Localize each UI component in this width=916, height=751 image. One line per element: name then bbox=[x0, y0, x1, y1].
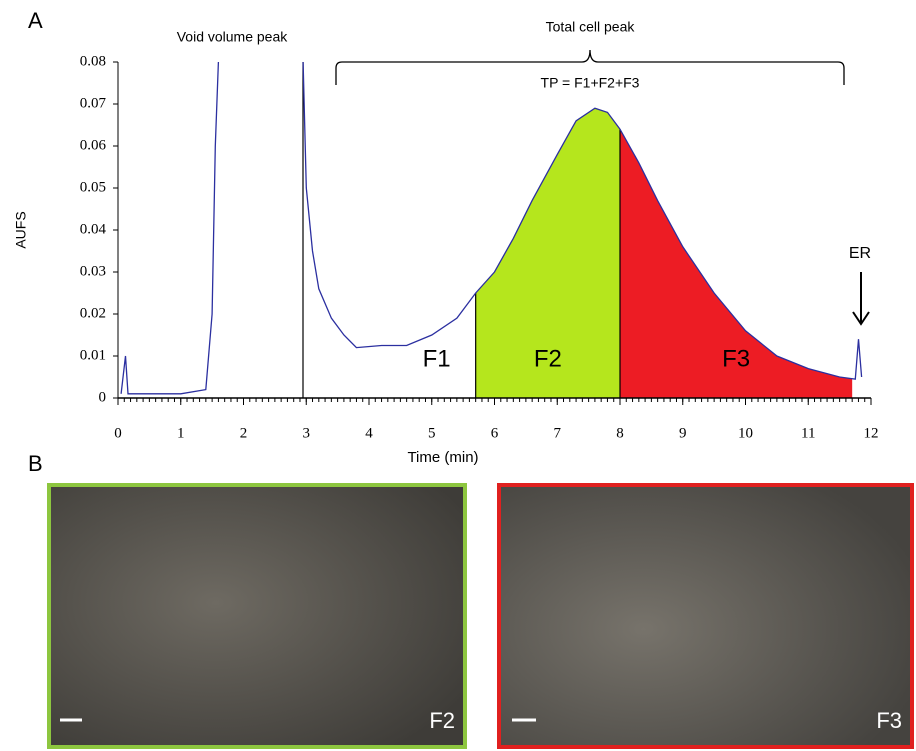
y-tick-label: 0.01 bbox=[80, 347, 106, 363]
micrograph bbox=[47, 483, 467, 749]
x-tick-label: 4 bbox=[365, 425, 373, 441]
x-tick-label: 10 bbox=[738, 425, 753, 441]
annotation: Total cell peak bbox=[546, 19, 636, 35]
plot: F1 F2 F3 0 0.01 0.02 0.03 0.04 0.05 0.06 0.07 0.08 0… bbox=[80, 53, 879, 441]
y-tick-label: 0.07 bbox=[80, 95, 107, 111]
x-tick-label: 12 bbox=[864, 425, 879, 441]
annotation: TP = F1+F2+F3 bbox=[541, 75, 640, 91]
x-axis-label: Time (min) bbox=[407, 449, 478, 466]
x-tick-label: 6 bbox=[491, 425, 499, 441]
x-tick-label: 2 bbox=[240, 425, 248, 441]
x-tick-label: 1 bbox=[177, 425, 185, 441]
panel-label: A bbox=[28, 8, 43, 33]
micrograph bbox=[497, 483, 914, 749]
image-label: F2 bbox=[429, 708, 455, 733]
x-tick-label: 9 bbox=[679, 425, 687, 441]
trace bbox=[120, 61, 863, 395]
region-label: F1 bbox=[423, 345, 451, 372]
y-tick-label: 0.06 bbox=[80, 137, 107, 153]
x-tick-label: 0 bbox=[114, 425, 122, 441]
y-axis-label: AUFS bbox=[13, 211, 29, 248]
x-tick-label: 11 bbox=[801, 425, 815, 441]
x-tick-label: 8 bbox=[616, 425, 624, 441]
x-tick-label: 7 bbox=[554, 425, 562, 441]
y-tick-label: 0.05 bbox=[80, 179, 106, 195]
x-tick-label: 3 bbox=[303, 425, 311, 441]
bracket bbox=[335, 49, 845, 85]
y-tick-label: 0 bbox=[99, 389, 107, 405]
y-tick-label: 0.02 bbox=[80, 305, 106, 321]
arrow bbox=[852, 272, 870, 326]
panel-label: B bbox=[28, 451, 43, 476]
region-label: F2 bbox=[534, 345, 562, 372]
annotation: Void volume peak bbox=[177, 29, 289, 45]
y-tick-label: 0.03 bbox=[80, 263, 106, 279]
y-tick-label: 0.04 bbox=[80, 221, 107, 237]
region-fill bbox=[475, 108, 620, 398]
region-fill bbox=[620, 129, 853, 398]
y-tick-label: 0.08 bbox=[80, 53, 106, 69]
image-label: F3 bbox=[876, 708, 902, 733]
x-tick-label: 5 bbox=[428, 425, 436, 441]
region-label: F3 bbox=[722, 345, 750, 372]
annotation: ER bbox=[849, 245, 871, 262]
